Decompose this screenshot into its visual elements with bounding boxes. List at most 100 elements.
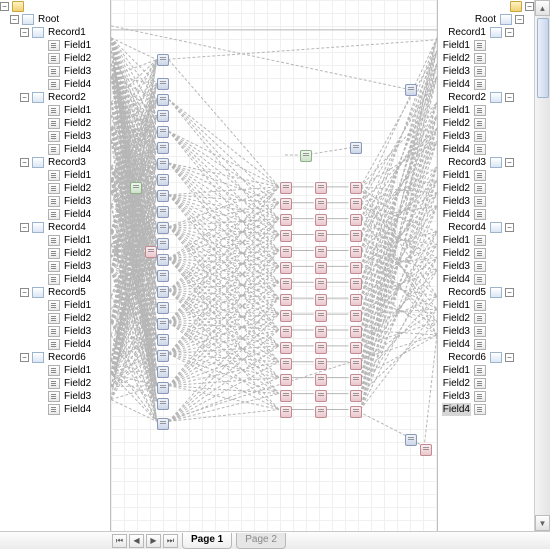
record-node[interactable]: −Record3 bbox=[0, 156, 110, 169]
expand-toggle[interactable]: − bbox=[505, 353, 514, 362]
field-node[interactable]: −Field4 bbox=[438, 273, 534, 286]
field-node[interactable]: −Field2 bbox=[0, 117, 110, 130]
expand-toggle[interactable]: − bbox=[505, 223, 514, 232]
schema-root[interactable]: − bbox=[438, 0, 534, 13]
functoid-pink[interactable] bbox=[350, 246, 362, 258]
expand-toggle[interactable]: − bbox=[20, 353, 29, 362]
functoid-blue[interactable] bbox=[157, 366, 169, 378]
field-node[interactable]: −Field2 bbox=[438, 312, 534, 325]
record-node[interactable]: −Record4 bbox=[438, 221, 534, 234]
field-node[interactable]: −Field2 bbox=[438, 52, 534, 65]
functoid-blue[interactable] bbox=[157, 174, 169, 186]
functoid-pink[interactable] bbox=[350, 198, 362, 210]
functoid-pink[interactable] bbox=[315, 406, 327, 418]
functoid-pink[interactable] bbox=[315, 198, 327, 210]
functoid-pink[interactable] bbox=[280, 246, 292, 258]
functoid-pink[interactable] bbox=[280, 374, 292, 386]
field-node[interactable]: −Field4 bbox=[438, 78, 534, 91]
functoid-pink[interactable] bbox=[315, 214, 327, 226]
field-node[interactable]: −Field4 bbox=[0, 403, 110, 416]
expand-toggle[interactable]: − bbox=[0, 2, 9, 11]
functoid-pink[interactable] bbox=[350, 294, 362, 306]
field-node[interactable]: −Field1 bbox=[0, 299, 110, 312]
functoid-pink[interactable] bbox=[145, 246, 157, 258]
functoid-pink[interactable] bbox=[350, 374, 362, 386]
nav-next-button[interactable]: ▶ bbox=[146, 534, 161, 548]
functoid-pink[interactable] bbox=[315, 294, 327, 306]
field-node[interactable]: −Field4 bbox=[438, 403, 534, 416]
functoid-pink[interactable] bbox=[350, 278, 362, 290]
field-node[interactable]: −Field3 bbox=[438, 325, 534, 338]
expand-toggle[interactable]: − bbox=[20, 93, 29, 102]
record-node[interactable]: −Record3 bbox=[438, 156, 534, 169]
record-node[interactable]: −Record1 bbox=[0, 26, 110, 39]
record-node[interactable]: −Record5 bbox=[438, 286, 534, 299]
functoid-pink[interactable] bbox=[315, 230, 327, 242]
dest-schema-tree[interactable]: −−Root−Record1−Field1−Field2−Field3−Fiel… bbox=[438, 0, 534, 531]
field-node[interactable]: −Field3 bbox=[438, 260, 534, 273]
functoid-pink[interactable] bbox=[350, 310, 362, 322]
functoid-pink[interactable] bbox=[280, 342, 292, 354]
functoid-pink[interactable] bbox=[315, 278, 327, 290]
functoid-pink[interactable] bbox=[280, 326, 292, 338]
field-node[interactable]: −Field1 bbox=[438, 104, 534, 117]
field-node[interactable]: −Field1 bbox=[438, 364, 534, 377]
functoid-pink[interactable] bbox=[350, 326, 362, 338]
expand-toggle[interactable]: − bbox=[20, 223, 29, 232]
functoid-blue[interactable] bbox=[350, 142, 362, 154]
expand-toggle[interactable]: − bbox=[20, 158, 29, 167]
functoid-pink[interactable] bbox=[350, 262, 362, 274]
functoid-green[interactable] bbox=[300, 150, 312, 162]
field-node[interactable]: −Field1 bbox=[0, 169, 110, 182]
functoid-pink[interactable] bbox=[350, 230, 362, 242]
functoid-pink[interactable] bbox=[280, 262, 292, 274]
field-node[interactable]: −Field4 bbox=[0, 78, 110, 91]
functoid-pink[interactable] bbox=[315, 358, 327, 370]
functoid-pink[interactable] bbox=[315, 310, 327, 322]
record-node[interactable]: −Record5 bbox=[0, 286, 110, 299]
schema-root[interactable]: − bbox=[0, 0, 110, 13]
field-node[interactable]: −Field2 bbox=[438, 117, 534, 130]
vertical-scrollbar[interactable]: ▲ ▼ bbox=[534, 0, 550, 531]
field-node[interactable]: −Field2 bbox=[438, 377, 534, 390]
functoid-blue[interactable] bbox=[157, 418, 169, 430]
functoid-blue[interactable] bbox=[157, 286, 169, 298]
scroll-up-button[interactable]: ▲ bbox=[535, 0, 550, 16]
functoid-pink[interactable] bbox=[315, 342, 327, 354]
functoid-blue[interactable] bbox=[157, 190, 169, 202]
functoid-blue[interactable] bbox=[157, 334, 169, 346]
field-node[interactable]: −Field2 bbox=[0, 52, 110, 65]
mapper-canvas[interactable] bbox=[110, 0, 438, 531]
expand-toggle[interactable]: − bbox=[505, 93, 514, 102]
functoid-pink[interactable] bbox=[350, 182, 362, 194]
functoid-pink[interactable] bbox=[350, 358, 362, 370]
nav-first-button[interactable]: ⏮ bbox=[112, 534, 127, 548]
expand-toggle[interactable]: − bbox=[505, 28, 514, 37]
expand-toggle[interactable]: − bbox=[20, 288, 29, 297]
field-node[interactable]: −Field3 bbox=[0, 65, 110, 78]
functoid-pink[interactable] bbox=[280, 390, 292, 402]
scroll-down-button[interactable]: ▼ bbox=[535, 515, 550, 531]
functoid-pink[interactable] bbox=[280, 406, 292, 418]
field-node[interactable]: −Field3 bbox=[438, 390, 534, 403]
functoid-pink[interactable] bbox=[280, 230, 292, 242]
record-node[interactable]: −Record6 bbox=[438, 351, 534, 364]
field-node[interactable]: −Field4 bbox=[0, 273, 110, 286]
field-node[interactable]: −Field2 bbox=[0, 377, 110, 390]
functoid-blue[interactable] bbox=[157, 302, 169, 314]
functoid-blue[interactable] bbox=[157, 254, 169, 266]
functoid-blue[interactable] bbox=[157, 142, 169, 154]
field-node[interactable]: −Field1 bbox=[438, 39, 534, 52]
field-node[interactable]: −Field3 bbox=[0, 130, 110, 143]
functoid-blue[interactable] bbox=[157, 270, 169, 282]
nav-prev-button[interactable]: ◀ bbox=[129, 534, 144, 548]
field-node[interactable]: −Field2 bbox=[0, 247, 110, 260]
expand-toggle[interactable]: − bbox=[20, 28, 29, 37]
scroll-thumb[interactable] bbox=[537, 18, 549, 98]
expand-toggle[interactable]: − bbox=[515, 15, 524, 24]
field-node[interactable]: −Field1 bbox=[0, 234, 110, 247]
functoid-blue[interactable] bbox=[157, 318, 169, 330]
expand-toggle[interactable]: − bbox=[505, 158, 514, 167]
functoid-pink[interactable] bbox=[315, 326, 327, 338]
expand-toggle[interactable]: − bbox=[10, 15, 19, 24]
